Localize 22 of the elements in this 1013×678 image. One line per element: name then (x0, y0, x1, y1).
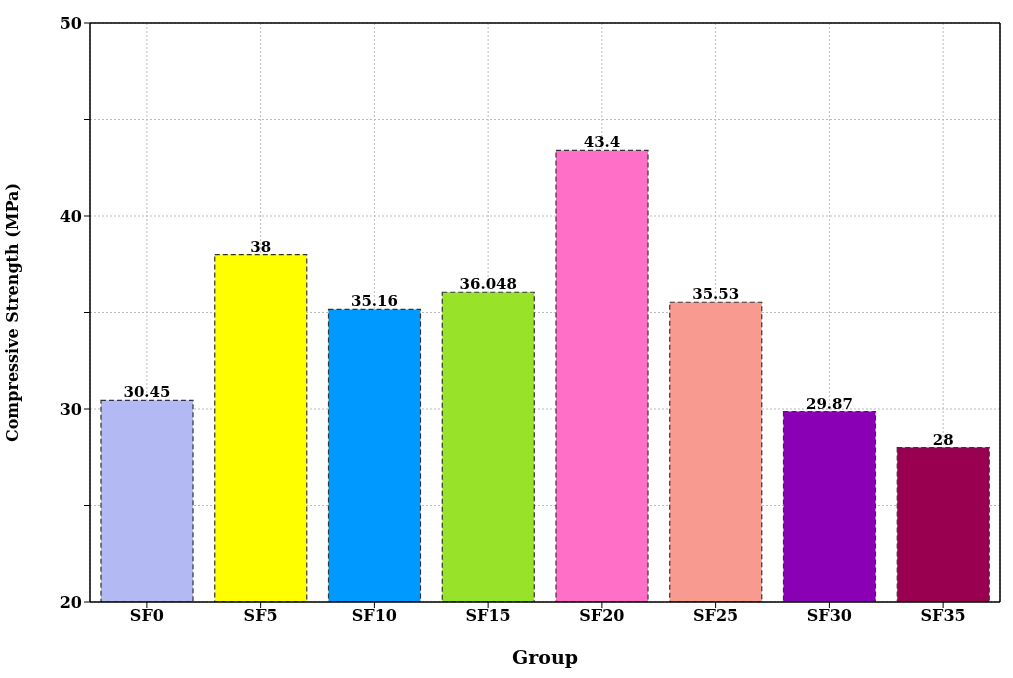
x-tick-label: SF30 (806, 606, 852, 626)
data-label: 35.16 (351, 292, 398, 311)
x-tick-label: SF0 (129, 606, 164, 626)
data-label: 29.87 (806, 394, 853, 413)
x-tick-label: SF35 (920, 606, 966, 626)
data-label: 36.048 (459, 275, 517, 294)
y-axis-title: Compressive Strength (MPa) (2, 182, 22, 443)
data-label: 30.45 (123, 383, 171, 402)
x-tick-label: SF20 (579, 606, 625, 626)
data-label: 35.53 (692, 285, 740, 304)
data-label: 38 (250, 237, 272, 256)
data-label: 43.4 (583, 133, 621, 152)
x-tick-label: SF5 (243, 606, 278, 626)
x-tick-label: SF10 (351, 606, 397, 626)
x-tick-label: SF25 (693, 606, 739, 626)
y-tick-label: 40 (59, 206, 82, 226)
y-tick-label: 30 (59, 399, 82, 419)
x-axis-title: Group (511, 646, 579, 668)
y-tick-label: 50 (59, 13, 82, 33)
data-label: 28 (932, 430, 954, 449)
y-tick-label: 20 (59, 592, 82, 612)
x-tick-label: SF15 (465, 606, 511, 626)
